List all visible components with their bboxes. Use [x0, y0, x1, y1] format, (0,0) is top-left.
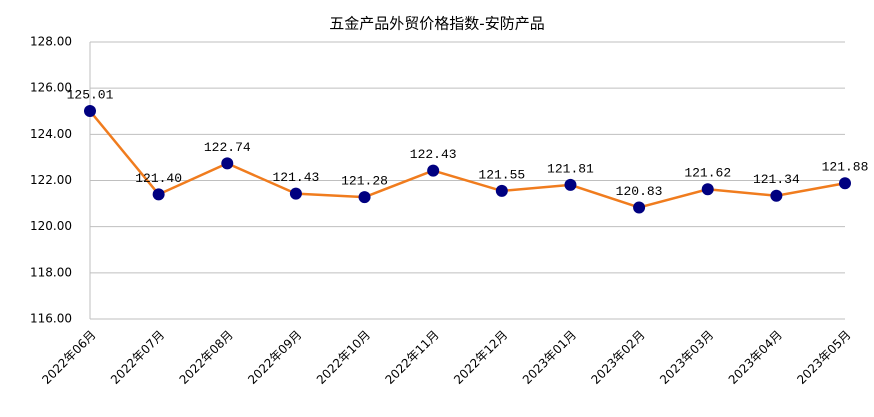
value-label: 122.74 [204, 140, 251, 155]
x-tick-label: 2023年05月 [794, 328, 853, 387]
value-label: 125.01 [67, 87, 114, 102]
y-tick-label: 124.00 [30, 127, 72, 141]
marker [495, 184, 508, 197]
x-tick-label: 2022年06月 [39, 328, 98, 387]
x-tick-label: 2023年01月 [520, 328, 579, 387]
value-label: 122.43 [410, 147, 457, 162]
x-tick-label: 2023年02月 [588, 328, 647, 387]
marker [633, 201, 646, 214]
x-tick-label: 2023年04月 [726, 328, 785, 387]
y-tick-label: 126.00 [30, 81, 72, 95]
marker [770, 189, 783, 202]
x-tick-label: 2022年11月 [383, 328, 442, 387]
y-tick-label: 118.00 [30, 265, 72, 279]
value-label: 120.83 [616, 184, 663, 199]
value-label: 121.62 [684, 166, 731, 181]
marker [358, 191, 371, 204]
value-label: 121.81 [547, 161, 594, 176]
y-tick-label: 116.00 [30, 312, 72, 326]
marker [289, 187, 302, 200]
x-tick-label: 2022年10月 [314, 328, 373, 387]
value-label: 121.40 [135, 171, 182, 186]
x-tick-label: 2022年08月 [177, 328, 236, 387]
y-tick-label: 122.00 [30, 173, 72, 187]
marker [427, 164, 440, 177]
value-label: 121.34 [753, 172, 800, 187]
x-tick-label: 2022年12月 [451, 328, 510, 387]
y-tick-label: 128.00 [30, 35, 72, 49]
x-tick-label: 2023年03月 [657, 328, 716, 387]
marker [701, 183, 714, 196]
marker [84, 105, 96, 118]
marker [221, 157, 234, 170]
value-label: 121.88 [822, 160, 869, 175]
x-tick-label: 2022年09月 [245, 328, 304, 387]
value-label: 121.55 [478, 167, 525, 182]
y-tick-label: 120.00 [30, 219, 72, 233]
marker [152, 188, 165, 201]
value-label: 121.28 [341, 174, 388, 189]
x-tick-label: 2022年07月 [108, 328, 167, 387]
line [89, 110, 846, 209]
marker [564, 178, 577, 191]
value-label: 121.43 [273, 170, 320, 185]
chart-title: 五金产品外贸价格指数-安防产品 [329, 15, 544, 33]
marker [839, 177, 851, 190]
